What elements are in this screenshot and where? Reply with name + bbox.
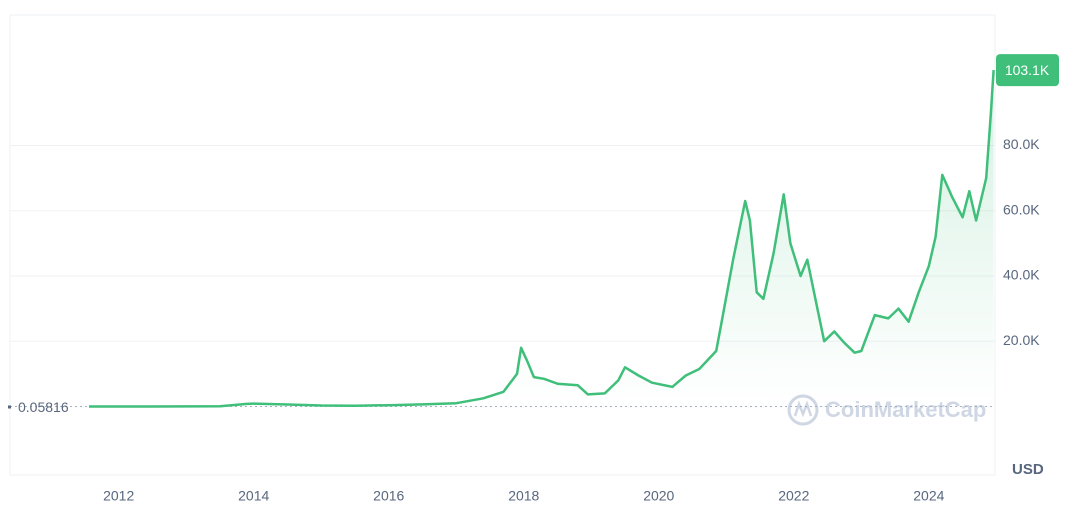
x-tick-label: 2018 [508, 488, 539, 504]
currency-label: USD [1012, 461, 1044, 478]
price-line [89, 70, 995, 408]
last-value-label: 103.1K [1005, 62, 1050, 78]
start-value-label: 0.05816 [18, 399, 69, 415]
x-tick-label: 2022 [778, 488, 809, 504]
y-tick-label: 80.0K [1003, 136, 1040, 152]
y-tick-label: 20.0K [1003, 332, 1040, 348]
area-fill [89, 70, 994, 407]
x-tick-label: 2016 [373, 488, 404, 504]
x-tick-label: 2012 [103, 488, 134, 504]
last-value-badge [996, 54, 1059, 87]
x-tick-label: 2014 [238, 488, 269, 504]
y-tick-label: 40.0K [1003, 267, 1040, 283]
start-marker [8, 405, 11, 409]
x-tick-label: 2024 [913, 488, 944, 504]
x-tick-label: 2020 [643, 488, 674, 504]
y-tick-label: 60.0K [1003, 201, 1040, 217]
plot-frame [9, 14, 996, 476]
